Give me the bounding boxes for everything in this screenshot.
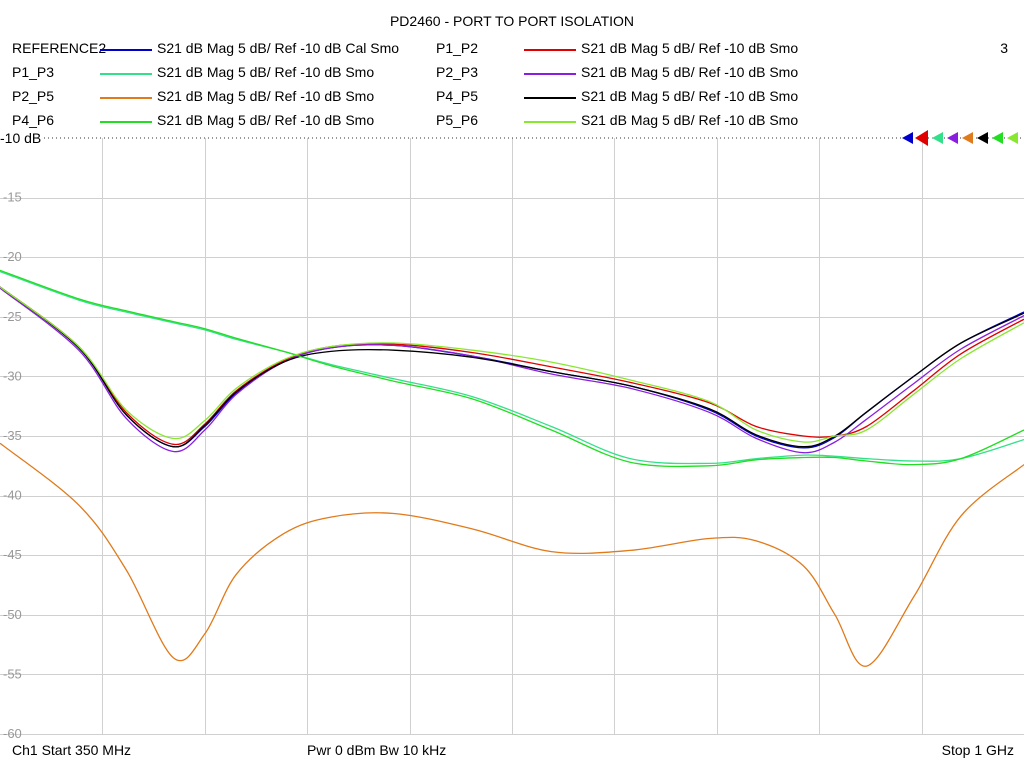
y-tick-label: -55	[3, 666, 22, 681]
trace-p4-p6	[0, 269, 1024, 468]
legend-trace-format: S21 dB Mag 5 dB/ Ref -10 dB Smo	[581, 88, 799, 104]
y-tick-label: -40	[3, 488, 22, 503]
chart-title: PD2460 - PORT TO PORT ISOLATION	[389, 13, 635, 29]
trace-p2-p5	[0, 442, 1024, 667]
legend-trace-name: P2_P5	[12, 88, 55, 104]
ref-marker-icon	[902, 132, 913, 144]
trace-lines	[0, 269, 1024, 667]
legend-trace-format: S21 dB Mag 5 dB/ Ref -10 dB Smo	[581, 112, 799, 128]
ref-marker-icon	[992, 132, 1003, 144]
ref-marker-icon	[977, 132, 988, 144]
legend-trace-name: REFERENCE2	[12, 40, 107, 56]
legend-trace-name: P4_P5	[436, 88, 479, 104]
legend-trace-format: S21 dB Mag 5 dB/ Ref -10 dB Smo	[581, 64, 799, 80]
channel-count: 3	[1000, 40, 1008, 56]
legend-trace-name: P5_P6	[436, 112, 479, 128]
trace-p1-p2	[0, 286, 1024, 446]
stop-frequency: Stop 1 GHz	[941, 742, 1014, 758]
legend-trace-name: P2_P3	[436, 64, 479, 80]
ref-marker-icon	[932, 132, 943, 144]
power-bandwidth: Pwr 0 dBm Bw 10 kHz	[307, 742, 447, 758]
trace-p5-p6	[0, 286, 1024, 443]
y-tick-label: -35	[3, 428, 22, 443]
y-tick-label: -60	[3, 726, 22, 741]
legend-line-swatch	[100, 121, 152, 123]
ref-marker-icon	[1007, 132, 1018, 144]
legend-trace-format: S21 dB Mag 5 dB/ Ref -10 dB Smo	[581, 40, 799, 56]
legend-line-swatch	[100, 49, 152, 51]
legend-line-swatch	[100, 97, 152, 99]
y-tick-label: -15	[3, 190, 22, 205]
legend-trace-name: P1_P3	[12, 64, 55, 80]
legend-line-swatch	[524, 73, 576, 75]
legend-line-swatch	[524, 121, 576, 123]
y-tick-label: -25	[3, 309, 22, 324]
trace-p4-p5	[0, 286, 1024, 448]
legend-line-swatch	[524, 49, 576, 51]
ref-marker-icon	[962, 132, 973, 144]
trace-legend: REFERENCE2 S21 dB Mag 5 dB/ Ref -10 dB C…	[0, 40, 1024, 136]
trace-p1-p3	[0, 270, 1024, 465]
y-tick-labels: -15 -20 -25 -30 -35 -40 -45 -50 -55 -60	[3, 190, 22, 741]
legend-trace-format: S21 dB Mag 5 dB/ Ref -10 dB Cal Smo	[157, 40, 400, 56]
legend-trace-name: P1_P2	[436, 40, 479, 56]
start-frequency: Ch1 Start 350 MHz	[12, 742, 132, 758]
ref-markers	[902, 130, 1018, 146]
legend-trace-format: S21 dB Mag 5 dB/ Ref -10 dB Smo	[157, 88, 375, 104]
y-tick-label: -20	[3, 249, 22, 264]
legend-trace-name: P4_P6	[12, 112, 55, 128]
ref-marker-icon	[915, 130, 928, 146]
y-tick-label: -45	[3, 547, 22, 562]
legend-trace-format: S21 dB Mag 5 dB/ Ref -10 dB Smo	[157, 64, 375, 80]
legend-line-swatch	[524, 97, 576, 99]
ref-level-label: -10 dB	[0, 130, 44, 146]
ref-marker-icon	[947, 132, 958, 144]
legend-trace-format: S21 dB Mag 5 dB/ Ref -10 dB Smo	[157, 112, 375, 128]
y-tick-label: -50	[3, 607, 22, 622]
grid-lines	[0, 138, 1024, 735]
legend-line-swatch	[100, 73, 152, 75]
y-tick-label: -30	[3, 368, 22, 383]
